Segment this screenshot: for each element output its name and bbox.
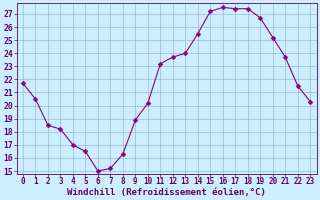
X-axis label: Windchill (Refroidissement éolien,°C): Windchill (Refroidissement éolien,°C) bbox=[67, 188, 266, 197]
